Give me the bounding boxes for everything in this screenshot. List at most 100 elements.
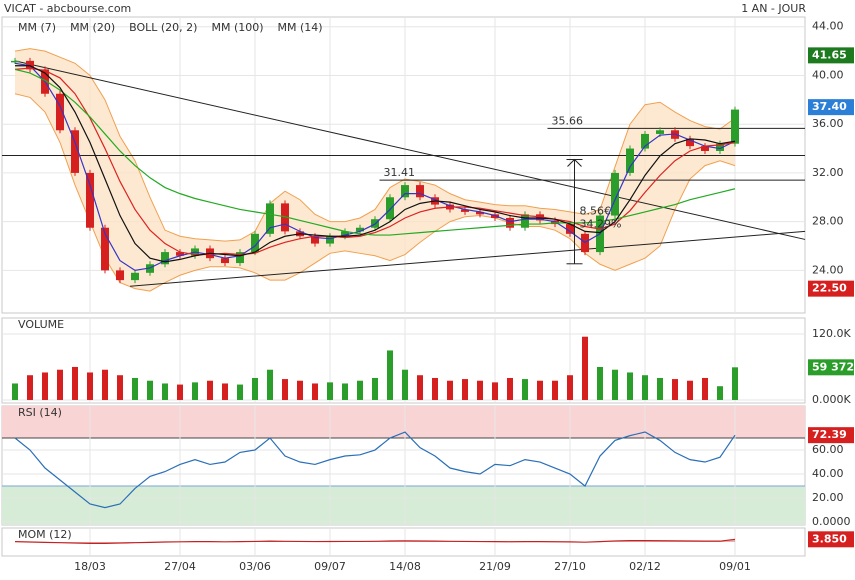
momentum-line: [14, 538, 736, 544]
panel-frame: [1, 317, 806, 404]
volume-bar: [642, 375, 648, 400]
candle: [161, 252, 169, 265]
moving-average: [14, 62, 736, 271]
volume-bar: [327, 382, 333, 400]
volume-bar: [132, 377, 138, 400]
volume-bar: [102, 369, 108, 400]
oversold-zone: [2, 486, 805, 525]
volume-bar: [147, 380, 153, 400]
volume-bar: [222, 383, 228, 400]
volume-bar: [162, 383, 168, 400]
x-tick-label: 27/04: [164, 560, 196, 573]
y-tick-label: 0.000K: [812, 393, 851, 406]
candle: [311, 236, 319, 244]
chart-title: VICAT - abcbourse.com: [4, 2, 131, 15]
y-tick-label: 120.0K: [812, 327, 851, 340]
value-box: [808, 99, 854, 116]
volume-bar: [732, 367, 738, 400]
legend-entry: MM (14): [278, 21, 323, 34]
volume-bar: [687, 380, 693, 400]
candle: [131, 272, 139, 281]
volume-bar: [57, 369, 63, 400]
candle: [71, 130, 79, 173]
y-tick-label: 20.00: [812, 491, 844, 504]
panel-title: MOM (12): [18, 528, 72, 541]
moving-average: [15, 65, 736, 263]
x-tick-label: 18/03: [74, 560, 106, 573]
panel-frame: [1, 527, 806, 557]
volume-bar: [522, 379, 528, 400]
volume-bar: [192, 382, 198, 400]
panel-frame: [1, 16, 806, 314]
value-box: [808, 359, 854, 376]
trendline: [130, 230, 806, 287]
candle: [401, 185, 409, 198]
candle: [701, 146, 709, 151]
value-box: [808, 531, 854, 548]
candle: [236, 252, 244, 264]
legend-entry: MM (100): [211, 21, 263, 34]
candle: [116, 270, 124, 281]
candle: [386, 197, 394, 220]
volume-bar: [702, 377, 708, 400]
panel-title: VOLUME: [18, 318, 64, 331]
value-box-label: 41.65: [812, 48, 847, 61]
x-tick-label: 09/01: [719, 560, 751, 573]
volume-bar: [567, 375, 573, 400]
volume-bar: [237, 384, 243, 400]
arrow-percent: 34.29%: [580, 218, 622, 231]
volume-bar: [72, 366, 78, 400]
volume-bar: [42, 372, 48, 400]
candle: [356, 227, 364, 232]
candle: [506, 217, 514, 228]
y-tick-label: 28.00: [812, 215, 844, 228]
legend-entry: BOLL (20, 2): [129, 21, 197, 34]
y-tick-label: 40.00: [812, 68, 844, 81]
volume-bar: [597, 366, 603, 400]
volume-bar: [537, 380, 543, 400]
x-tick-label: 03/06: [239, 560, 271, 573]
bollinger-band: [15, 48, 735, 292]
bollinger-upper: [14, 48, 736, 242]
volume-bar: [27, 375, 33, 400]
value-box-label: 72.39: [812, 428, 847, 441]
candle: [731, 109, 739, 144]
candle: [101, 227, 109, 271]
x-tick-label: 14/08: [389, 560, 421, 573]
moving-average: [14, 68, 736, 236]
candle: [536, 214, 544, 221]
period: 1 AN - JOUR: [741, 2, 806, 15]
legend-entry: MM (20): [70, 21, 115, 34]
trendline: [14, 60, 806, 240]
volume-bar: [657, 377, 663, 400]
value-box: [808, 47, 854, 64]
arrow-change: 8.56€: [580, 205, 612, 218]
volume-bar: [177, 384, 183, 400]
candle: [566, 224, 574, 234]
volume-bar: [252, 377, 258, 400]
volume-bar: [117, 375, 123, 400]
candle: [251, 233, 259, 253]
candle: [521, 214, 529, 228]
candle: [476, 211, 484, 215]
y-tick-label: 0.0000: [812, 515, 851, 528]
candle: [221, 258, 229, 264]
volume-bar: [282, 379, 288, 400]
volume-bar: [492, 382, 498, 400]
volume-bar: [372, 377, 378, 400]
volume-bar: [387, 350, 393, 400]
volume-bar: [312, 383, 318, 400]
candle: [716, 143, 724, 151]
value-box-label: 3.850: [812, 532, 847, 545]
value-box: [808, 427, 854, 444]
value-box: [808, 280, 854, 297]
bollinger-lower: [14, 93, 736, 292]
x-tick-label: 02/12: [629, 560, 661, 573]
moving-average: [14, 67, 736, 256]
candle: [266, 203, 274, 234]
volume-bar: [552, 380, 558, 400]
candle: [416, 185, 424, 198]
level-label: 35.66: [552, 114, 584, 127]
value-box-label: 22.50: [812, 282, 847, 295]
